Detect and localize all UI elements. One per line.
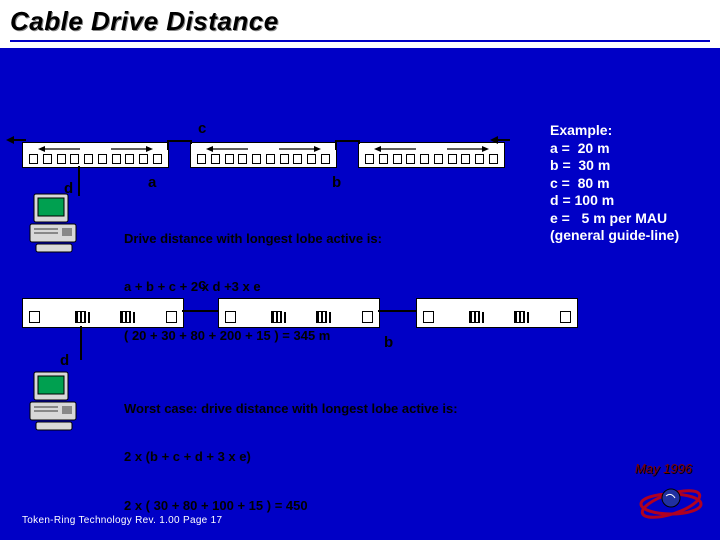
conn-line — [14, 139, 26, 141]
example-line-d: d = 100 m — [550, 192, 679, 210]
conn-cap — [335, 142, 337, 150]
hub-2-3 — [416, 298, 578, 328]
lobe-line — [80, 326, 82, 360]
example-line-a: a = 20 m — [550, 140, 679, 158]
hub-1-3 — [358, 142, 505, 168]
calc1-line3: ( 20 + 30 + 80 + 200 + 15 ) = 345 m — [124, 328, 382, 344]
calc2-line3: 2 x ( 30 + 80 + 100 + 15 ) = 450 — [124, 498, 458, 514]
conn-line — [335, 140, 358, 142]
example-line-b: b = 30 m — [550, 157, 679, 175]
conn-line — [378, 310, 416, 312]
example-block: Example: a = 20 m b = 30 m c = 80 m d = … — [550, 122, 679, 245]
conn-cap — [190, 140, 192, 144]
conn-line — [182, 310, 218, 312]
diagram-stage: c a b d — [0, 52, 720, 512]
example-heading: Example: — [550, 122, 679, 140]
example-line-e: e = 5 m per MAU — [550, 210, 679, 228]
title-bar: Cable Drive Distance — [0, 0, 720, 52]
example-line-c: c = 80 m — [550, 175, 679, 193]
hub-2-1 — [22, 298, 184, 328]
title-underline — [10, 40, 710, 42]
computer-icon-1 — [28, 192, 80, 254]
arrow-left-icon — [6, 136, 14, 144]
conn-line — [498, 139, 510, 141]
calc-block-1: Drive distance with longest lobe active … — [124, 198, 382, 377]
arrow-left-icon — [490, 136, 498, 144]
seg-label-c-2: c — [198, 276, 206, 293]
conn-cap — [358, 140, 360, 144]
calc1-line2: a + b + c + 2 x d +3 x e — [124, 279, 382, 295]
hub-2-2 — [218, 298, 380, 328]
seg-label-b-2: b — [384, 334, 393, 351]
calc2-line2: 2 x (b + c + d + 3 x e) — [124, 449, 458, 465]
seg-label-c-1: c — [198, 120, 206, 137]
footer-left: Token-Ring Technology Rev. 1.00 Page 17 — [22, 515, 222, 526]
page-title: Cable Drive Distance — [10, 6, 710, 37]
seg-label-d-2: d — [60, 352, 69, 369]
example-line-f: (general guide-line) — [550, 227, 679, 245]
calc2-line1: Worst case: drive distance with longest … — [124, 401, 458, 417]
footer-logo-icon — [636, 476, 706, 526]
footer-date: May 1996 — [635, 461, 692, 476]
hub-1-1 — [22, 142, 169, 168]
seg-label-a-1: a — [148, 174, 156, 191]
hub-1-2 — [190, 142, 337, 168]
calc1-line1: Drive distance with longest lobe active … — [124, 231, 382, 247]
conn-cap — [167, 142, 169, 150]
computer-icon-2 — [28, 370, 80, 432]
conn-line — [167, 140, 190, 142]
seg-label-b-1: b — [332, 174, 341, 191]
